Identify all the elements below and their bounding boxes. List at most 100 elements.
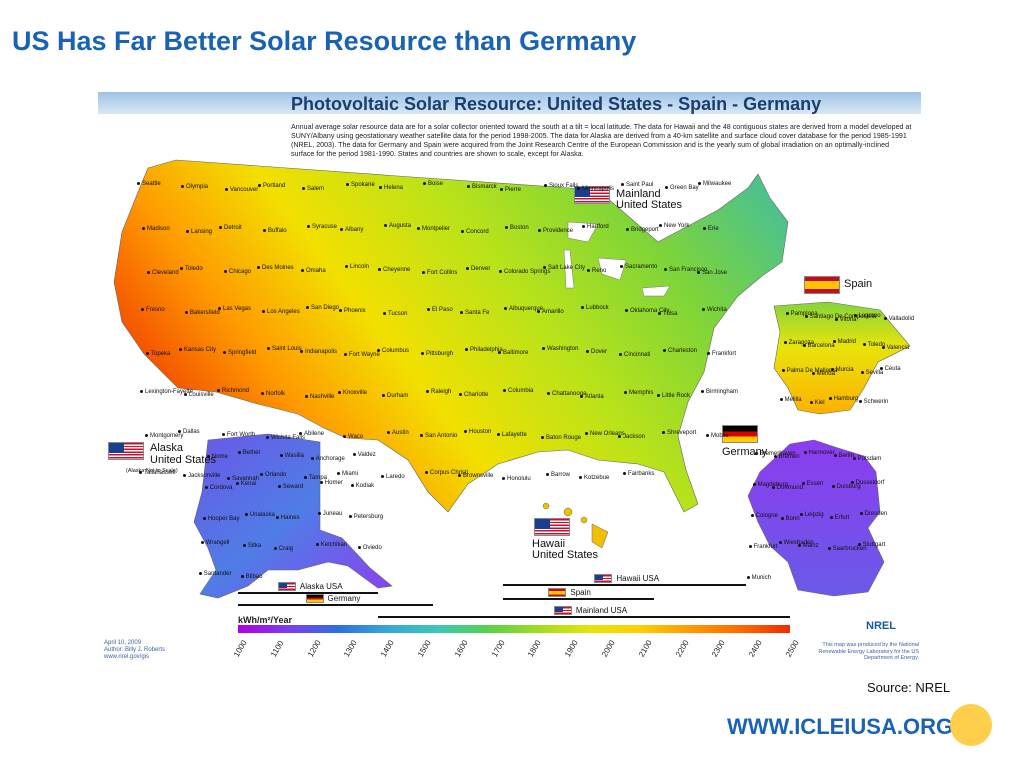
city-label: Cleveland <box>147 270 179 276</box>
city-label: Houston <box>464 429 491 435</box>
city-label: Stuttgart <box>858 542 886 548</box>
city-label: Colorado Springs <box>499 269 550 275</box>
map-description: Annual average solar resource data are f… <box>291 123 912 158</box>
city-label: Lansing <box>186 229 212 235</box>
solar-resource-map: Photovoltaic Solar Resource: United Stat… <box>98 92 921 662</box>
city-label: Sacramento <box>620 264 657 270</box>
city-label: New Orleans <box>585 431 625 437</box>
city-label: Lincoln <box>345 264 369 270</box>
city-label: Columbus <box>377 348 409 354</box>
legend-range-label: Germany <box>327 594 361 603</box>
hawaii-label-2: United States <box>532 549 599 561</box>
city-label: Olympia <box>181 184 208 190</box>
city-label: Kiel <box>810 400 825 406</box>
city-label: Essen <box>802 481 824 487</box>
city-label: Bremen <box>774 454 800 460</box>
city-label: Boise <box>423 181 443 187</box>
city-label: Atlanta <box>580 394 604 400</box>
city-label: Austin <box>387 430 409 436</box>
city-label: Los Angeles <box>262 309 300 315</box>
city-label: Frankfurt <box>749 544 778 550</box>
city-label: Des Moines <box>257 265 294 271</box>
city-label: Leipzig <box>800 512 824 518</box>
legend-range-bar <box>502 584 746 586</box>
city-label: Lexington-Fayette <box>140 389 193 395</box>
city-label: Norfolk <box>261 391 285 397</box>
city-label: Seattle <box>137 181 161 187</box>
city-label: Valladolid <box>884 316 915 322</box>
spain-label: Spain <box>844 278 873 290</box>
city-label: Brownsville <box>458 473 493 479</box>
city-label: Charlotte <box>459 392 488 398</box>
city-label: Tallahassee <box>139 470 176 476</box>
city-label: Valdez <box>353 452 376 458</box>
city-label: Montpelier <box>417 226 450 232</box>
alaska-label-2: United States <box>150 454 217 466</box>
city-label: Merida <box>812 371 835 377</box>
city-label: Murcia <box>831 367 854 373</box>
city-label: Albany <box>340 227 363 233</box>
city-label: Lafayette <box>497 432 527 438</box>
city-label: Saint Paul <box>621 182 653 188</box>
city-label: San Diego <box>306 305 339 311</box>
city-label: Unalaska <box>245 512 275 518</box>
legend-color-scale <box>238 625 790 633</box>
city-label: Philadelphia <box>465 347 503 353</box>
city-label: Cordova <box>205 485 233 491</box>
city-label: Potsdam <box>853 456 882 462</box>
city-label: Nashville <box>305 394 334 400</box>
city-label: Wichita <box>702 307 727 313</box>
city-label: Juneau <box>318 511 343 517</box>
city-label: Spokane <box>346 182 375 188</box>
city-label: Lubbock <box>581 305 609 311</box>
city-label: Helena <box>379 185 403 191</box>
city-label: New York <box>659 223 689 229</box>
hawaii-label-1: Hawaii <box>532 538 566 550</box>
city-label: San Jose <box>697 270 727 276</box>
sun-logo-icon <box>950 704 992 746</box>
hawaii-islands <box>542 502 609 549</box>
city-label: Birmingham <box>701 389 738 395</box>
us-flag-icon <box>594 574 613 583</box>
alaska-flag-icon <box>108 442 144 460</box>
city-label: Wichita Falls <box>266 435 305 441</box>
city-label: Fort Collins <box>422 270 457 276</box>
city-label: Topeka <box>146 351 170 357</box>
city-label: Ceuta <box>880 366 901 372</box>
mainland-us-shape <box>113 159 789 513</box>
city-label: Hooper Bay <box>203 516 240 522</box>
city-label: Mainz <box>798 543 819 549</box>
city-label: Omaha <box>301 268 326 274</box>
city-label: Frankfort <box>707 351 736 357</box>
city-label: Washington <box>542 346 578 352</box>
city-label: Honolulu <box>502 476 531 482</box>
legend-range-label: Mainland USA <box>575 606 628 615</box>
city-label: Barrow <box>546 472 570 478</box>
city-label: Erfurt <box>830 515 850 521</box>
city-label: Vitoria <box>835 317 857 323</box>
city-label: Valencia <box>882 345 910 351</box>
city-label: Augusta <box>384 223 411 229</box>
mainland-us-label-2: United States <box>616 199 683 211</box>
source-note: Source: NREL <box>867 680 951 695</box>
city-label: Kansas City <box>179 347 216 353</box>
city-label: Schwerin <box>859 399 889 405</box>
city-label: Memphis <box>624 390 653 396</box>
city-label: Oviedo <box>358 545 382 551</box>
city-label: Wasilla <box>280 453 304 459</box>
city-label: Kotzebue <box>579 475 609 481</box>
mainland-us-label-1: Mainland <box>616 188 661 200</box>
city-label: San Antonio <box>420 433 457 439</box>
city-label: Las Vegas <box>218 306 251 312</box>
city-label: Oklahoma City <box>625 308 669 314</box>
city-label: Indianapolis <box>300 349 337 355</box>
website-link[interactable]: WWW.ICLEIUSA.ORG <box>727 714 954 739</box>
city-label: Vancouver <box>225 187 258 193</box>
city-label: Amarillo <box>537 309 564 315</box>
city-label: Columbia <box>503 388 533 394</box>
city-label: Tulsa <box>658 311 677 317</box>
city-label: Cheyenne <box>378 267 410 273</box>
city-label: Phoenix <box>339 308 366 314</box>
city-label: Tampa <box>304 475 327 481</box>
city-label: Saarbrucken <box>828 546 867 552</box>
